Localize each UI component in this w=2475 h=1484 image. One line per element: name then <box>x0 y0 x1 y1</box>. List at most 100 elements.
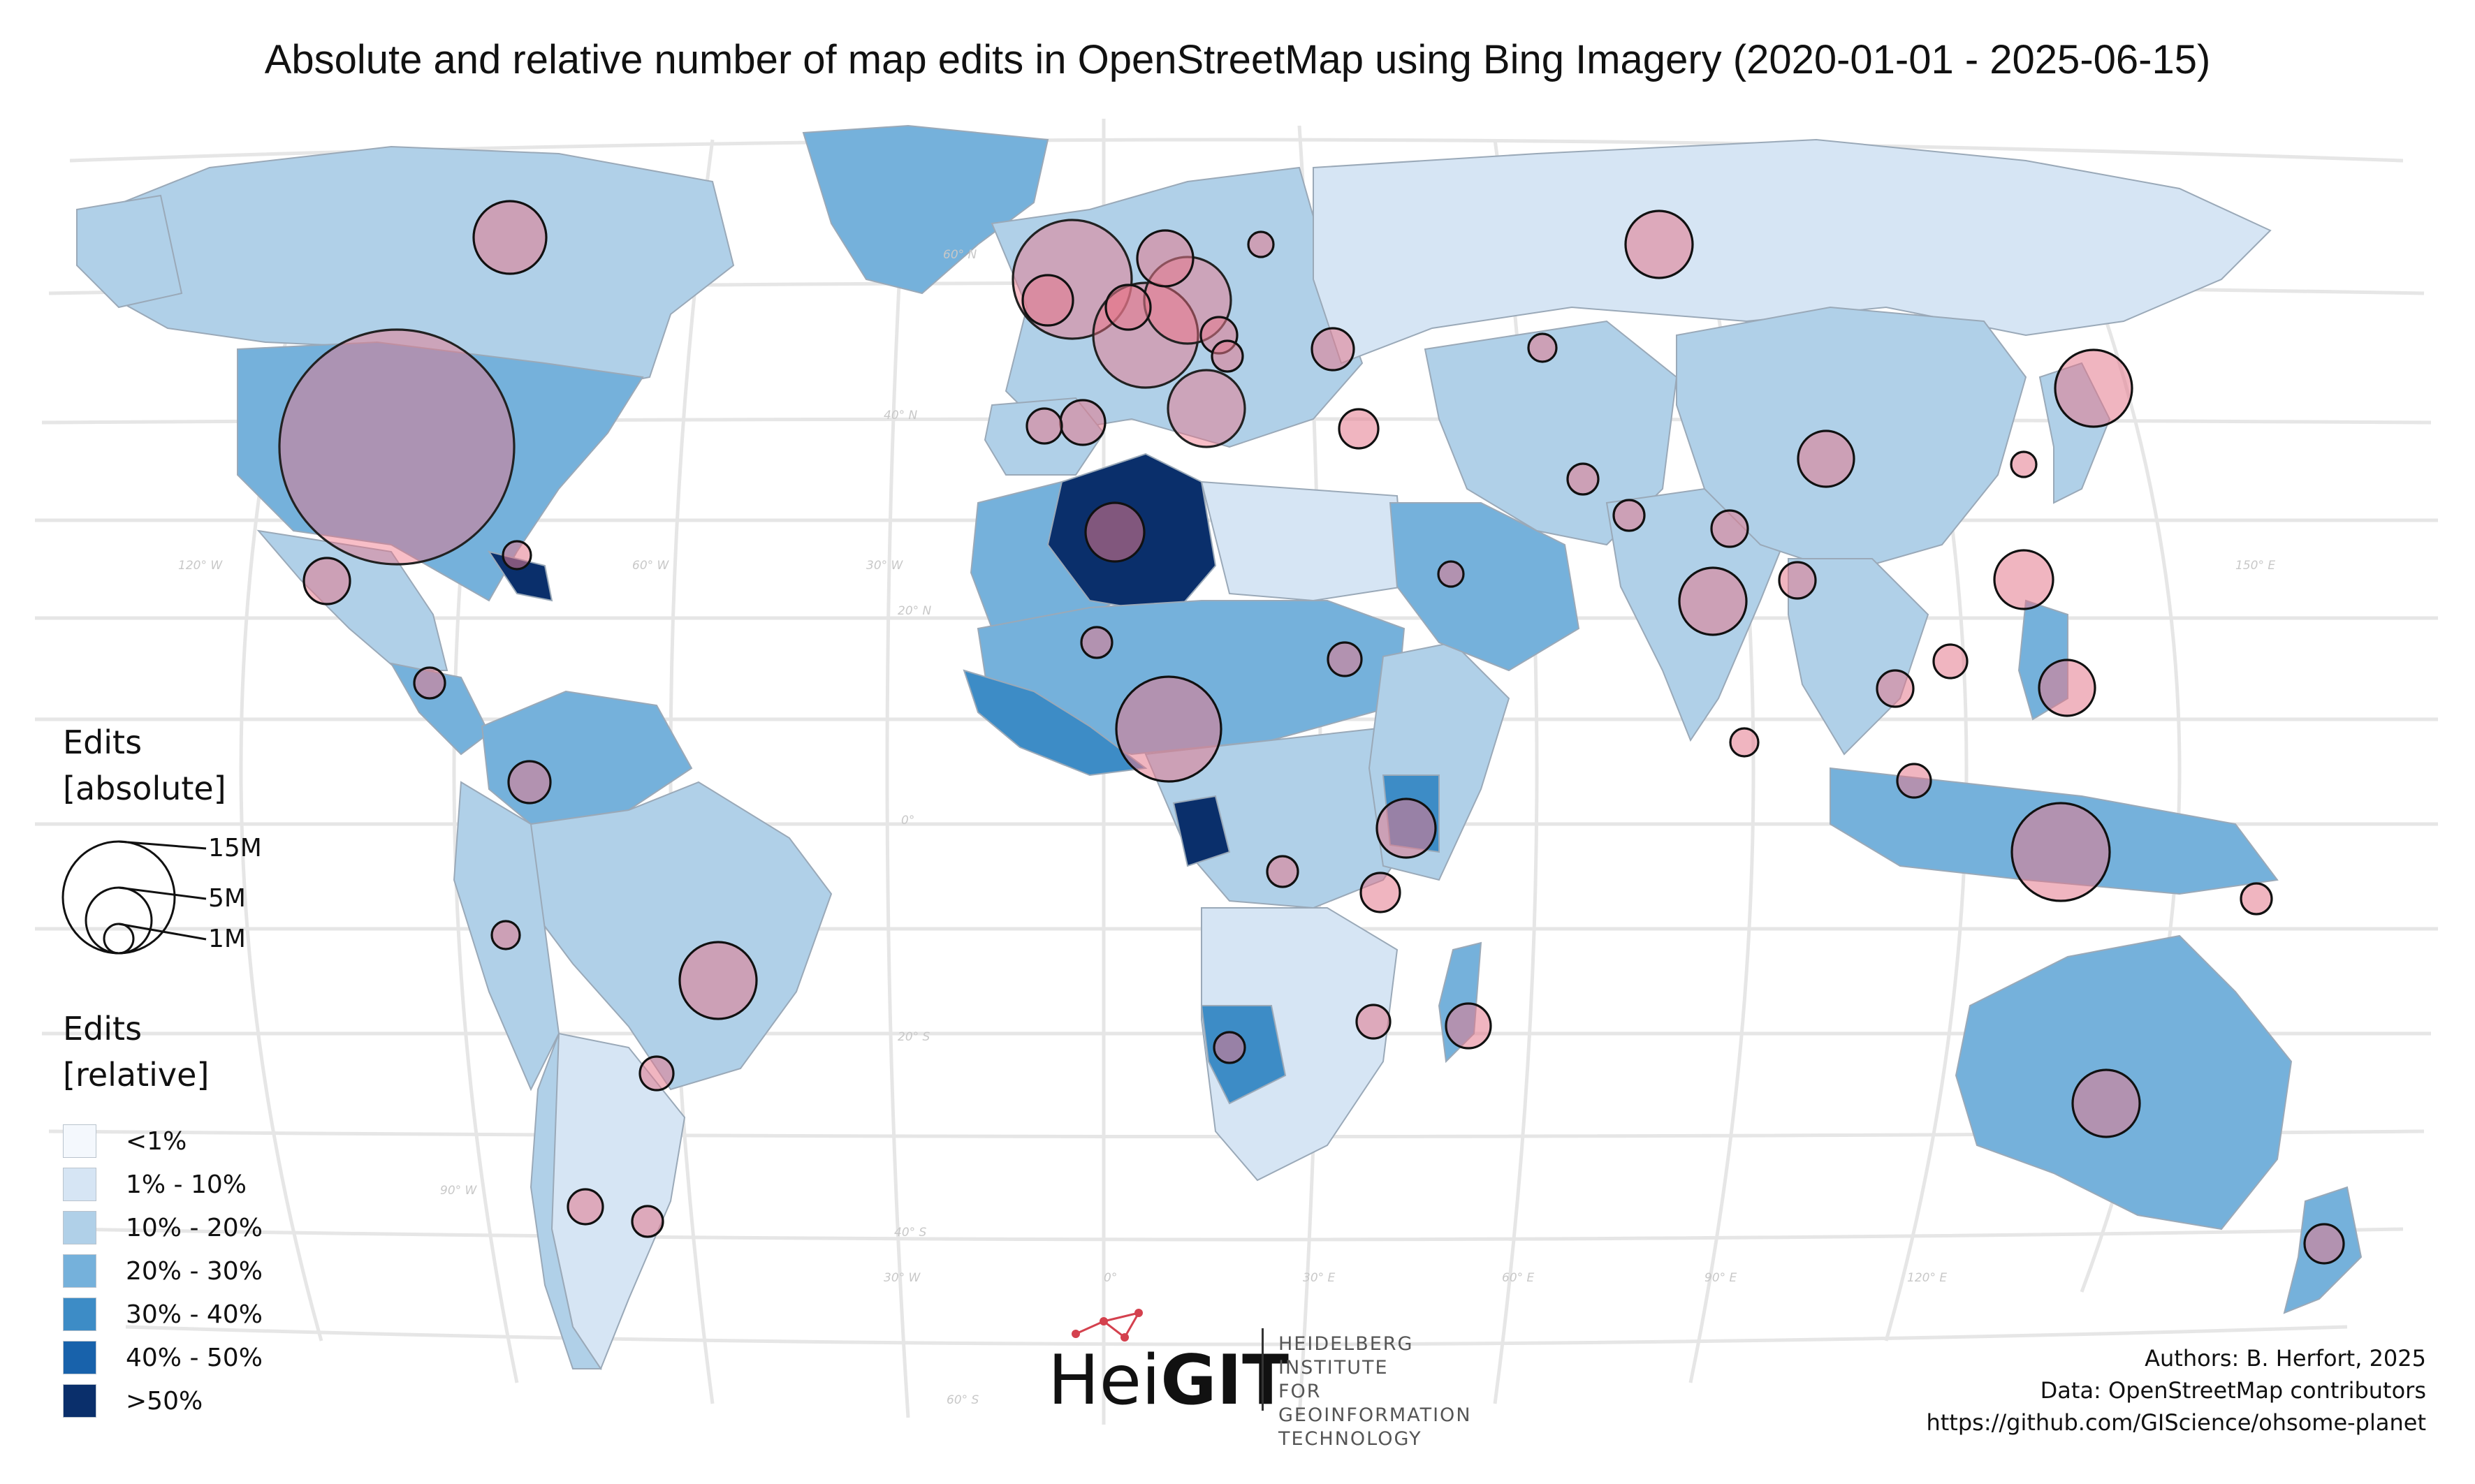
lon-label-0: 0° <box>1104 1271 1117 1285</box>
region-canada <box>104 145 735 399</box>
lat-label-40n: 40° N <box>884 409 918 423</box>
legend-class-swatch <box>63 1254 96 1288</box>
bubble-europe-b <box>1136 229 1195 288</box>
region-chile <box>530 1033 602 1369</box>
lat-label-20s: 20° S <box>898 1030 930 1044</box>
region-china <box>1676 306 2027 574</box>
bubble-iran <box>1566 462 1600 496</box>
bubble-madagascar <box>1445 1002 1492 1050</box>
legend-class-row: 40% - 50% <box>63 1339 263 1376</box>
bubble-europe-c <box>1104 284 1152 331</box>
legend-class-label: >50% <box>126 1386 203 1416</box>
bubble-png <box>2240 882 2273 916</box>
size-label-1m: 1M <box>208 925 246 953</box>
logo-sub-line1: HEIDELBERG INSTITUTE <box>1278 1333 1414 1379</box>
bubble-myanmar <box>1778 561 1817 600</box>
region-brazil <box>530 781 833 1091</box>
bubble-thailand <box>1876 669 1915 708</box>
lat-label-0: 0° <box>901 814 914 828</box>
credits-data: Data: OpenStreetMap contributors <box>2040 1377 2426 1404</box>
legend-class-label: <1% <box>126 1126 187 1156</box>
region-iran-central-asia <box>1424 320 1678 546</box>
bubble-canada <box>472 200 548 275</box>
legend-class-swatch <box>63 1124 96 1158</box>
bubble-kenya <box>1375 798 1437 859</box>
bubble-japan <box>2054 348 2133 428</box>
size-legend-15m-leader <box>118 840 207 850</box>
bubble-portugal <box>1025 407 1063 445</box>
lat-label-60n: 60° N <box>943 248 977 262</box>
bubble-mozambique <box>1355 1004 1392 1040</box>
edit-bubbles <box>278 200 2345 1265</box>
bubble-europe-f <box>1247 230 1275 258</box>
lon-label-60w: 60° W <box>632 559 670 573</box>
bubble-peru <box>490 920 521 950</box>
graticule-labels: 60° N 40° N 20° N 0° 20° S 40° S 60° S 1… <box>178 248 2275 1407</box>
lon-label-30e: 30° E <box>1303 1271 1336 1285</box>
lat-label-20n: 20° N <box>898 604 932 618</box>
size-legend <box>61 840 207 955</box>
legend-absolute-title-line2: [absolute] <box>63 770 226 807</box>
logo-divider <box>1262 1328 1264 1411</box>
bubble-paraguay <box>638 1055 675 1092</box>
legend-class-swatch <box>63 1298 96 1331</box>
legend-class-label: 40% - 50% <box>126 1343 263 1372</box>
bubble-bangladesh <box>1710 509 1749 548</box>
lon-label-30w: 30° W <box>866 559 904 573</box>
legend-absolute-title-line1: Edits <box>63 723 143 761</box>
region-greenland <box>802 124 1049 295</box>
logo-sub-line2: FOR GEOINFORMATION <box>1278 1381 1472 1426</box>
size-legend-5m-leader <box>118 886 207 900</box>
lon-label-90w: 90° W <box>440 1184 478 1198</box>
lat-label-40s: 40° S <box>894 1226 927 1240</box>
bubble-malaysia <box>1896 763 1932 799</box>
logo-network-icon <box>1072 1309 1143 1342</box>
bubble-drc <box>1266 855 1299 888</box>
region-southern-africa <box>1201 907 1399 1182</box>
bubble-namibia <box>1213 1031 1246 1064</box>
region-russia <box>1313 138 2272 365</box>
size-label-5m: 5M <box>208 884 246 913</box>
region-alaska <box>76 194 183 309</box>
lon-label-150e: 150° E <box>2235 559 2275 573</box>
region-gabon <box>1172 795 1231 867</box>
bubble-turkey <box>1338 408 1380 450</box>
bubble-spain <box>1059 399 1107 446</box>
map-title: Absolute and relative number of map edit… <box>264 37 2211 82</box>
bubble-pakistan <box>1612 499 1646 532</box>
legend-class-label: 20% - 30% <box>126 1256 263 1286</box>
legend-class-label: 30% - 40% <box>126 1300 263 1329</box>
legend-class-row: 30% - 40% <box>63 1296 263 1332</box>
legend-absolute-title: Edits [absolute] <box>63 719 226 811</box>
legend-class-row: 20% - 30% <box>63 1253 263 1289</box>
bubble-saudi <box>1437 560 1465 588</box>
bubble-india <box>1678 566 1748 636</box>
bubble-sudan <box>1327 641 1363 677</box>
bubble-vietnam <box>1932 643 1969 679</box>
bubble-mexico <box>302 557 351 605</box>
credits-link[interactable]: https://github.com/GIScience/ohsome-plan… <box>1926 1409 2426 1436</box>
legend-relative-title: Edits [relative] <box>63 1006 209 1098</box>
legend-class-swatch <box>63 1168 96 1201</box>
bubble-nigeria <box>1115 675 1222 783</box>
logo-word-light: Hei <box>1048 1341 1161 1420</box>
region-west-africa-coast <box>963 669 1148 777</box>
region-usa <box>237 341 644 602</box>
bubble-sri-lanka <box>1729 727 1760 758</box>
bubble-philippines <box>2038 659 2096 717</box>
legend-class-row: 10% - 20% <box>63 1210 263 1246</box>
bubble-kazakhstan <box>1527 332 1558 363</box>
bubble-ukraine <box>1310 327 1355 372</box>
size-label-15m: 15M <box>208 834 262 862</box>
bubble-brazil <box>678 941 758 1020</box>
credits: Authors: B. Herfort, 2025 Data: OpenStre… <box>1926 1342 2426 1439</box>
bubble-tanzania <box>1359 872 1401 913</box>
lon-label-120w: 120° W <box>178 559 223 573</box>
bubble-algeria <box>1084 501 1146 563</box>
size-legend-1m-leader <box>118 923 207 941</box>
logo-word-bold: GIT <box>1160 1341 1289 1420</box>
lon-label-30w-b: 30° W <box>884 1271 921 1285</box>
bubble-colombia <box>507 760 552 805</box>
bubble-indonesia <box>2010 802 2111 902</box>
